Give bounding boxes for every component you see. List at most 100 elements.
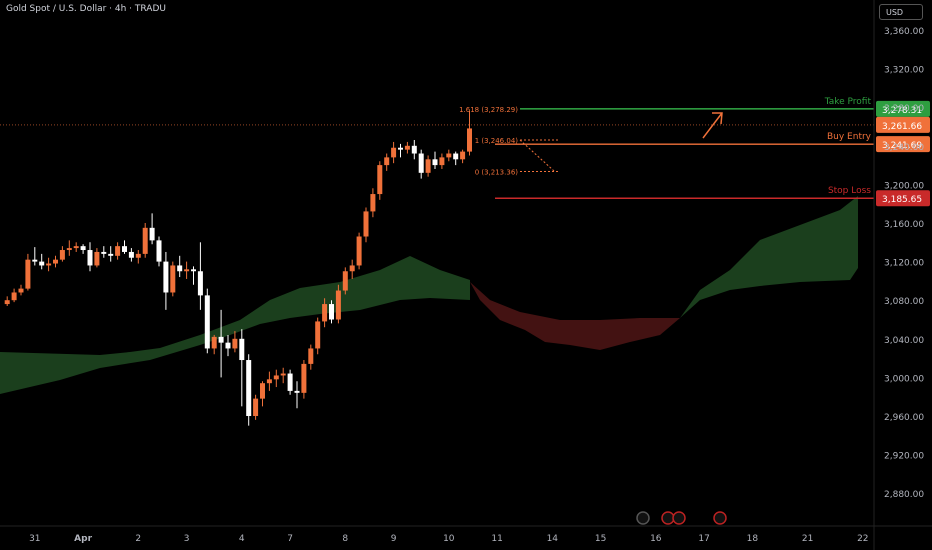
time-axis[interactable]: 31 Apr 2 3 4 7 8 9 10 11 14 15 16 17 18 21 22 [0, 525, 932, 544]
candle-body [170, 265, 176, 293]
time-axis-tick: 2 [135, 534, 141, 544]
event-markers[interactable] [636, 511, 727, 525]
candle-body [39, 261, 45, 266]
candle-body [46, 263, 52, 266]
candle-body [4, 300, 10, 305]
candle-body [122, 246, 127, 252]
candle-body [273, 375, 279, 380]
candle-body [225, 342, 231, 349]
candle-body [453, 153, 459, 160]
price-tag [876, 100, 930, 117]
candle-body [287, 373, 293, 391]
candle-body [370, 194, 376, 212]
price-axis-tick: 3,160.00 [884, 220, 924, 230]
candle-body [177, 265, 183, 272]
event-icon [713, 511, 727, 525]
price-axis-tick: 3,280.00 [884, 104, 924, 114]
time-axis-tick: 3 [184, 534, 190, 544]
candle-body [108, 253, 114, 256]
fib-label: 1 (3,246.04) [475, 137, 519, 145]
price-line-label: Take Profit [824, 97, 872, 107]
candle-body [377, 165, 383, 195]
price-line-label: Buy Entry [827, 132, 872, 142]
price-axis-tick: 3,080.00 [884, 297, 924, 307]
candle-body [294, 390, 300, 393]
current-price-label: 3,261.66 [882, 122, 922, 132]
candle-body [363, 211, 369, 237]
event-icon [672, 511, 686, 525]
price-axis-tick: 3,000.00 [884, 374, 924, 384]
candle-body [156, 240, 162, 262]
cloud-bearish [470, 282, 680, 350]
candle-body [239, 338, 245, 361]
candle-body [260, 383, 265, 399]
time-axis-tick: 4 [239, 534, 245, 544]
candle-body [218, 336, 224, 343]
time-axis-tick: 17 [698, 534, 709, 544]
candle-body [266, 379, 272, 384]
candle-body [80, 246, 86, 251]
candle-body [87, 250, 93, 266]
event-icon [661, 511, 675, 525]
candle-body [342, 271, 348, 291]
currency-button[interactable]: USD [879, 4, 923, 20]
candle-body [467, 128, 472, 152]
arrow-icon [702, 112, 723, 139]
time-axis-tick: 11 [491, 534, 502, 544]
price-axis-tick: 3,040.00 [884, 336, 924, 346]
time-axis-tick: 18 [747, 534, 759, 544]
candle-body [439, 157, 445, 166]
candle-body [197, 271, 203, 296]
candle-body [398, 147, 403, 150]
price-tag-label: 3,241.69 [882, 141, 922, 151]
time-axis-tick: 8 [342, 534, 348, 544]
price-axis[interactable]: 3,360.00 3,320.00 3,280.00 3,240.00 3,200.00… [873, 0, 924, 550]
price-tag-label: 3,185.65 [882, 195, 922, 205]
candle-body [356, 236, 362, 266]
candle-body [335, 290, 341, 320]
ichimoku-cloud [0, 196, 858, 394]
cloud-bullish-right [680, 196, 858, 318]
candle-body [391, 147, 397, 158]
candle-body [460, 151, 466, 160]
candle-body [253, 398, 259, 416]
candle-body [315, 321, 321, 349]
candle-body [184, 269, 190, 272]
fib-label: 0 (3,213.36) [475, 169, 519, 177]
candle-body [384, 157, 390, 166]
candle-body [101, 251, 107, 254]
candlesticks [4, 111, 472, 426]
time-axis-tick: 15 [595, 534, 606, 544]
price-tag-label: 3,278.31 [882, 106, 922, 116]
time-axis-tick: 9 [391, 534, 397, 544]
price-axis-tick: 3,240.00 [884, 143, 924, 153]
candle-body [53, 259, 58, 264]
candle-body [191, 269, 196, 272]
time-axis-tick: 31 [29, 534, 40, 544]
fibonacci-retracement: 1.618 (3,278.29) 1 (3,246.04) 0 (3,213.36) [459, 106, 874, 177]
candle-body [25, 259, 31, 289]
candle-body [232, 338, 238, 349]
candle-body [73, 246, 79, 249]
time-axis-tick: 21 [802, 534, 813, 544]
candle-body [425, 159, 431, 173]
candle-body [149, 227, 155, 241]
time-axis-tick: Apr [74, 534, 92, 544]
candle-body [432, 159, 438, 166]
candle-body [94, 251, 100, 266]
price-axis-tick: 2,920.00 [884, 452, 924, 462]
candle-body [66, 248, 72, 251]
candle-body [411, 145, 417, 154]
candle-body [329, 304, 334, 320]
candle-body [246, 360, 252, 416]
candle-body [349, 265, 355, 272]
candle-body [301, 363, 307, 393]
candle-body [32, 259, 38, 262]
candle-body [11, 292, 17, 301]
candle-body [204, 295, 210, 349]
candle-body [446, 153, 452, 158]
candle-body [135, 253, 141, 258]
time-axis-tick: 7 [287, 534, 293, 544]
candle-body [211, 336, 217, 349]
